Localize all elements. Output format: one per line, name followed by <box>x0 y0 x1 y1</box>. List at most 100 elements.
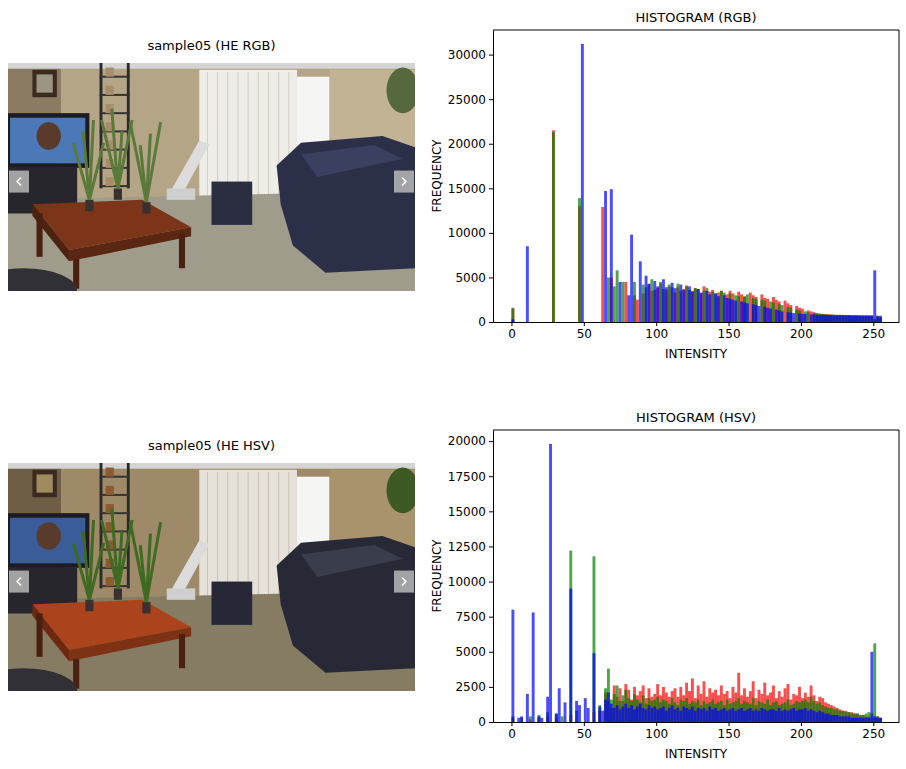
y-tick-mark <box>489 582 493 583</box>
histogram-bar <box>752 298 755 322</box>
histogram-bar <box>827 314 830 322</box>
y-tick-mark <box>489 441 493 442</box>
page: sample05 (HE RGB)05010015020025005000100… <box>0 0 906 769</box>
carousel-button <box>9 171 29 193</box>
histogram-bar <box>613 322 616 323</box>
histogram-bar <box>572 322 575 323</box>
shelf-item <box>106 577 114 586</box>
shelf-board <box>100 512 130 514</box>
histogram-bar <box>763 704 766 722</box>
histogram-bar <box>703 291 706 322</box>
histogram-bar <box>853 316 856 322</box>
histogram-bar <box>552 322 555 323</box>
histogram-bar <box>784 322 787 323</box>
x-tick-label: 250 <box>862 727 885 741</box>
histogram-bar <box>668 704 671 722</box>
histogram-bar <box>844 315 847 322</box>
histogram-bar <box>700 293 703 322</box>
histogram-bar <box>584 698 587 722</box>
histogram-bar <box>836 315 839 322</box>
histogram-bar <box>604 700 607 722</box>
histogram-bar <box>584 322 587 323</box>
plant-leaf <box>89 143 103 200</box>
histogram-bar <box>520 322 523 323</box>
histogram-bar <box>535 722 538 723</box>
histogram-bar <box>511 309 514 322</box>
histogram-bar <box>552 722 555 723</box>
histogram-bar <box>535 722 538 723</box>
histogram-bar <box>734 711 737 722</box>
histogram-panel: 0501001502002500250050007500100001250015… <box>430 410 900 761</box>
histogram-bar <box>729 698 732 722</box>
histogram-bar <box>792 313 795 322</box>
histogram-bar <box>760 322 763 323</box>
histogram-bar <box>569 322 572 323</box>
y-tick: 15000 <box>448 505 493 519</box>
histogram-bar <box>740 301 743 322</box>
histogram-panel: 0501001502002500500010000150002000025000… <box>430 10 900 361</box>
histogram-bar <box>668 322 671 323</box>
figure: sample05 (HE RGB)05010015020025005000100… <box>0 0 906 769</box>
y-tick-label: 25000 <box>448 93 486 107</box>
histogram-bar <box>743 688 746 722</box>
histogram-bar <box>555 322 558 323</box>
histogram-bar <box>789 305 792 322</box>
y-tick-mark <box>489 722 493 723</box>
x-tick: 200 <box>790 722 813 741</box>
y-tick-label: 2500 <box>455 680 486 694</box>
histogram-bar <box>633 322 636 323</box>
histogram-bar <box>818 315 821 322</box>
histogram-bar <box>514 722 517 723</box>
histogram-bar <box>784 322 787 323</box>
histogram-bar <box>795 701 798 722</box>
histogram-bar <box>543 322 546 323</box>
histogram-bar <box>703 322 706 323</box>
histogram-bar <box>538 716 541 722</box>
bike-frame <box>171 141 210 193</box>
histogram-bar <box>569 322 572 323</box>
histogram-bar <box>827 314 830 322</box>
x-tick: 250 <box>862 322 885 341</box>
histogram-bar <box>807 697 810 722</box>
frame-top <box>493 30 899 31</box>
histogram-bar <box>558 322 561 323</box>
x-tick: 50 <box>577 722 592 741</box>
histogram-bar <box>546 322 549 323</box>
histogram-bar <box>636 322 639 323</box>
picture-frame <box>32 470 56 497</box>
histogram-bar <box>517 322 520 323</box>
histogram-bar <box>552 722 555 723</box>
y-tick-mark <box>489 277 493 278</box>
histogram-bar <box>665 701 668 722</box>
histogram-bar <box>668 697 671 722</box>
histogram-bar <box>821 698 824 722</box>
right-plant <box>387 68 415 114</box>
histogram-bar <box>514 722 517 723</box>
histogram-bar <box>566 722 569 723</box>
histogram-bar <box>781 704 784 722</box>
histogram-bar <box>717 695 720 722</box>
histogram-bar <box>694 702 697 722</box>
histogram-bar <box>514 322 517 323</box>
foreground-couch <box>8 268 77 291</box>
histogram-bar <box>743 701 746 722</box>
histogram-bar <box>610 700 613 722</box>
carousel-chevron <box>17 178 21 186</box>
carousel-button <box>394 171 414 193</box>
histogram-bar <box>850 718 853 722</box>
histogram-bar <box>781 305 784 322</box>
histogram-bar <box>850 712 853 722</box>
histogram-bar <box>708 294 711 322</box>
histogram-bar <box>766 695 769 722</box>
histogram-bar <box>801 709 804 722</box>
plant-pot <box>114 188 122 199</box>
histogram-bar <box>714 704 717 722</box>
wall <box>8 63 415 291</box>
y-tick: 7500 <box>455 610 493 624</box>
histogram-bar <box>694 322 697 323</box>
histogram-bar <box>720 701 723 722</box>
sofa-cushion <box>301 545 403 577</box>
histogram-bar <box>856 316 859 322</box>
histogram-bar <box>575 322 578 323</box>
plant-pot <box>85 600 93 611</box>
